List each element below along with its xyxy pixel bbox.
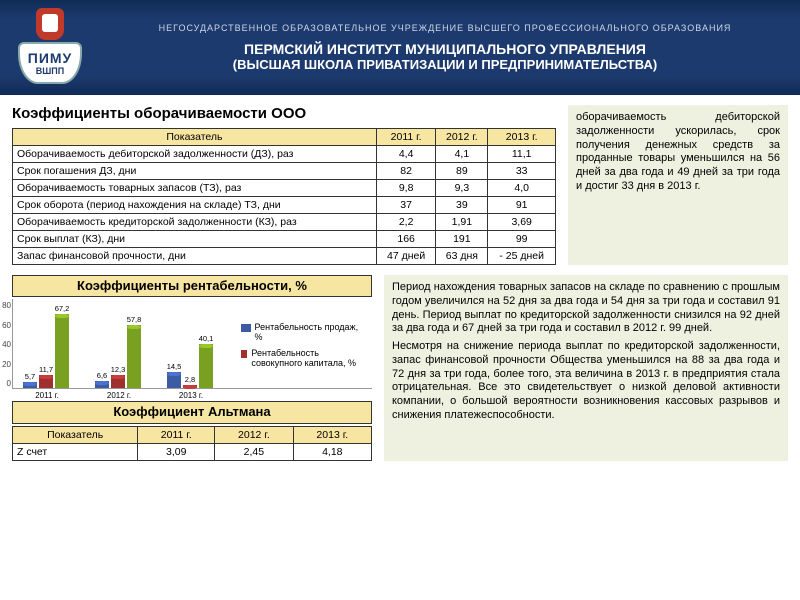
table-row: Срок выплат (КЗ), дни16619199	[13, 231, 556, 248]
table-row: Оборачиваемость товарных запасов (ТЗ), р…	[13, 180, 556, 197]
analysis-text: Период нахождения товарных запасов на ск…	[384, 275, 788, 461]
turnover-note: оборачиваемость дебиторской задолженност…	[568, 105, 788, 265]
table-cell: 4,0	[488, 180, 556, 197]
table-cell: 9,3	[436, 180, 488, 197]
table-row: Срок оборота (период нахождения на склад…	[13, 197, 556, 214]
analysis-p1: Период нахождения товарных запасов на ск…	[392, 281, 780, 336]
table-header: 2012 г.	[436, 129, 488, 146]
table-header: 2013 г.	[293, 426, 371, 443]
table-cell: 1,91	[436, 214, 488, 231]
table-cell: Срок погашения ДЗ, дни	[13, 163, 377, 180]
table-cell: 82	[376, 163, 436, 180]
table-cell: Оборачиваемость кредиторской задолженнос…	[13, 214, 377, 231]
header: ПИМУ ВШПП НЕГОСУДАРСТВЕННОЕ ОБРАЗОВАТЕЛЬ…	[0, 0, 800, 95]
table-cell: - 25 дней	[488, 248, 556, 265]
table-header: 2013 г.	[488, 129, 556, 146]
header-top: НЕГОСУДАРСТВЕННОЕ ОБРАЗОВАТЕЛЬНОЕ УЧРЕЖД…	[100, 23, 790, 33]
chart-bar: 6,6	[95, 381, 109, 388]
chart-bar: 5,7	[23, 382, 37, 388]
table-cell: Срок выплат (КЗ), дни	[13, 231, 377, 248]
table-cell: 99	[488, 231, 556, 248]
table-cell: 3,09	[138, 443, 215, 460]
table-header: 2011 г.	[376, 129, 436, 146]
table-cell: 9,8	[376, 180, 436, 197]
chart-bar: 14,5	[167, 372, 181, 388]
turnover-title: Коэффициенты оборачиваемости ООО	[12, 105, 556, 122]
table-cell: 63 дня	[436, 248, 488, 265]
logo-text-2: ВШПП	[36, 66, 64, 76]
table-cell: Срок оборота (период нахождения на склад…	[13, 197, 377, 214]
table-cell: 166	[376, 231, 436, 248]
table-header: Показатель	[13, 129, 377, 146]
shield-icon: ПИМУ ВШПП	[18, 42, 82, 84]
table-cell: 89	[436, 163, 488, 180]
legend-item: Рентабельность продаж, %	[241, 322, 363, 342]
table-cell: 2,45	[215, 443, 293, 460]
profitability-chart: 806040200 5,711,767,22011 г.6,612,357,82…	[12, 299, 372, 389]
logo-text-1: ПИМУ	[28, 50, 73, 66]
table-row: Срок погашения ДЗ, дни828933	[13, 163, 556, 180]
table-cell: 4,18	[293, 443, 371, 460]
table-cell: 11,1	[488, 146, 556, 163]
table-header: 2012 г.	[215, 426, 293, 443]
chart-bar: 12,3	[111, 375, 125, 389]
table-cell: 4,1	[436, 146, 488, 163]
legend-item: Рентабельность совокупного капитала, %	[241, 348, 363, 368]
content: Коэффициенты оборачиваемости ООО Показат…	[0, 95, 800, 461]
table-row: Оборачиваемость кредиторской задолженнос…	[13, 214, 556, 231]
chart-bar: 57,8	[127, 325, 141, 389]
chart-bar: 2,8	[183, 385, 197, 388]
chart-bar: 67,2	[55, 314, 69, 388]
table-cell: 47 дней	[376, 248, 436, 265]
table-cell: 39	[436, 197, 488, 214]
chart-yaxis: 806040200	[0, 301, 11, 388]
chart-legend: Рентабельность продаж, % Рентабельность с…	[233, 301, 363, 388]
table-cell: 2,2	[376, 214, 436, 231]
table-cell: Запас финансовой прочности, дни	[13, 248, 377, 265]
crest-icon	[36, 8, 64, 40]
table-cell: 191	[436, 231, 488, 248]
header-mid: ПЕРМСКИЙ ИНСТИТУТ МУНИЦИПАЛЬНОГО УПРАВЛЕ…	[100, 41, 790, 57]
table-cell: Z счет	[13, 443, 138, 460]
chart-bar: 11,7	[39, 375, 53, 388]
header-text: НЕГОСУДАРСТВЕННОЕ ОБРАЗОВАТЕЛЬНОЕ УЧРЕЖД…	[100, 23, 790, 72]
profitability-title: Коэффициенты рентабельности, %	[12, 275, 372, 297]
institute-logo: ПИМУ ВШПП	[10, 8, 90, 88]
analysis-p2: Несмотря на снижение периода выплат по к…	[392, 340, 780, 423]
table-row: Оборачиваемость дебиторской задолженност…	[13, 146, 556, 163]
chart-bar: 40,1	[199, 344, 213, 388]
table-cell: 91	[488, 197, 556, 214]
altman-title: Коэффициент Альтмана	[12, 401, 372, 423]
table-header: 2011 г.	[138, 426, 215, 443]
altman-table: Показатель2011 г.2012 г.2013 г. Z счет3,…	[12, 426, 372, 461]
header-bot: (ВЫСШАЯ ШКОЛА ПРИВАТИЗАЦИИ И ПРЕДПРИНИМА…	[100, 57, 790, 72]
table-cell: 37	[376, 197, 436, 214]
turnover-table: Показатель2011 г.2012 г.2013 г. Оборачив…	[12, 128, 556, 265]
table-cell: Оборачиваемость дебиторской задолженност…	[13, 146, 377, 163]
table-cell: 33	[488, 163, 556, 180]
table-row: Запас финансовой прочности, дни47 дней63…	[13, 248, 556, 265]
table-cell: 4,4	[376, 146, 436, 163]
table-row: Z счет3,092,454,18	[13, 443, 372, 460]
table-cell: Оборачиваемость товарных запасов (ТЗ), р…	[13, 180, 377, 197]
table-header: Показатель	[13, 426, 138, 443]
table-cell: 3,69	[488, 214, 556, 231]
